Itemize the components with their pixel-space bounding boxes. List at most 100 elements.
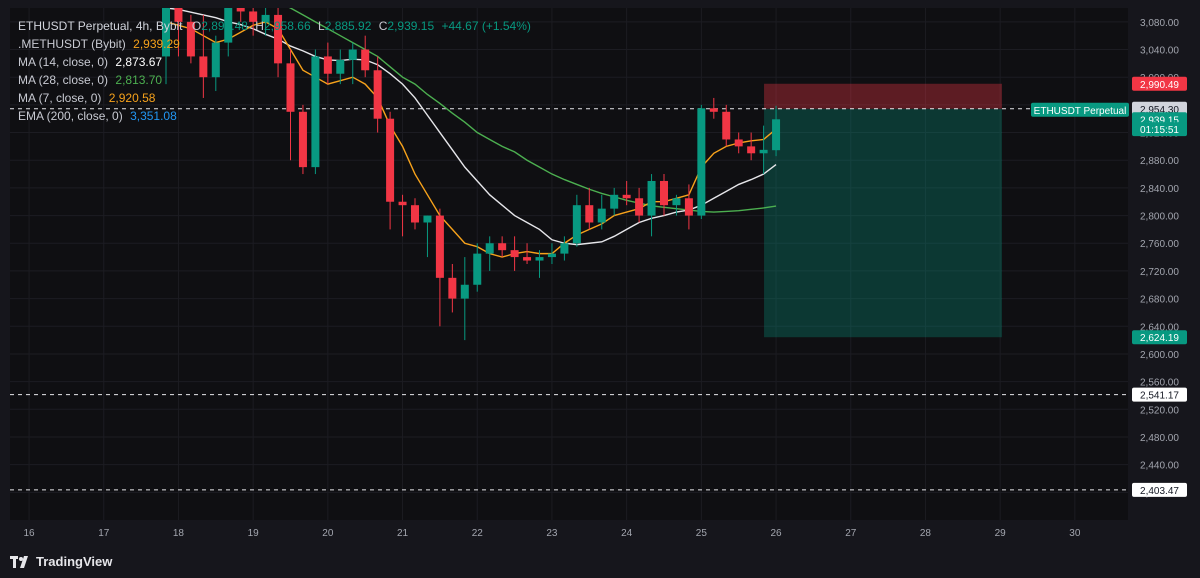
tradingview-logo[interactable]: TradingView <box>10 554 112 569</box>
price-tag-label: 2,990.49 <box>1140 80 1179 91</box>
price-tag[interactable] <box>1132 122 1187 137</box>
candle-body[interactable] <box>249 11 258 22</box>
y-tick-label: 2,600.00 <box>1140 350 1179 361</box>
tradingview-logo-icon <box>10 555 28 568</box>
candle-body[interactable] <box>286 63 295 112</box>
symbol-tag-label: ETHUSDT Perpetual <box>1034 106 1127 117</box>
candle-body[interactable] <box>274 14 283 64</box>
candle-body[interactable] <box>311 56 320 168</box>
stop-loss-zone[interactable] <box>764 83 1002 109</box>
candle-body[interactable] <box>697 108 706 216</box>
x-tick-label: 30 <box>1069 528 1081 539</box>
candle-body[interactable] <box>498 243 507 251</box>
candle-body[interactable] <box>236 1 245 12</box>
candle-body[interactable] <box>535 257 544 261</box>
plot-layer <box>10 0 1128 520</box>
x-tick-label: 24 <box>621 528 633 539</box>
candle-body[interactable] <box>759 149 768 154</box>
candle-body[interactable] <box>572 205 581 244</box>
candle-body[interactable] <box>747 146 756 154</box>
candle-body[interactable] <box>373 70 382 119</box>
price-tag[interactable] <box>1132 76 1187 91</box>
symbol-tag[interactable] <box>1031 102 1129 117</box>
ma7-line[interactable] <box>165 21 777 258</box>
y-tick-label: 2,640.00 <box>1140 322 1179 333</box>
x-tick-label: 26 <box>770 528 782 539</box>
candle-body[interactable] <box>460 284 469 299</box>
take-profit-zone[interactable] <box>764 108 1002 338</box>
price-tag[interactable] <box>1132 387 1187 402</box>
candle-body[interactable] <box>261 14 270 22</box>
candle-body[interactable] <box>523 257 532 261</box>
candle-body[interactable] <box>597 208 606 223</box>
candle-body[interactable] <box>211 42 220 78</box>
candle-body[interactable] <box>398 201 407 206</box>
candle-body[interactable] <box>473 253 482 285</box>
ma28-line[interactable] <box>166 0 777 213</box>
y-tick-label: 3,040.00 <box>1140 46 1179 57</box>
x-tick-label: 28 <box>920 528 932 539</box>
candle-body[interactable] <box>386 118 395 202</box>
y-tick-label: 2,440.00 <box>1140 461 1179 472</box>
candle-body[interactable] <box>336 59 345 74</box>
candle-body[interactable] <box>323 56 332 74</box>
x-tick-label: 20 <box>322 528 334 539</box>
candle-body[interactable] <box>622 194 631 199</box>
x-tick-label: 25 <box>696 528 708 539</box>
candle-body[interactable] <box>448 277 457 299</box>
x-tick-label: 22 <box>472 528 484 539</box>
y-tick-label: 2,680.00 <box>1140 295 1179 306</box>
candle-body[interactable] <box>734 139 743 147</box>
ma14-line[interactable] <box>165 8 777 246</box>
candle-body[interactable] <box>647 180 656 216</box>
candle-body[interactable] <box>361 49 370 71</box>
candle-body[interactable] <box>610 194 619 209</box>
plot-area[interactable] <box>10 8 1128 520</box>
candle-body[interactable] <box>709 108 718 112</box>
price-tag-label: 2,541.17 <box>1140 391 1179 402</box>
y-tick-label: 2,720.00 <box>1140 267 1179 278</box>
candle-body[interactable] <box>684 198 693 216</box>
price-tag-label: 2,954.30 <box>1140 105 1179 116</box>
candle-body[interactable] <box>423 215 432 223</box>
x-tick-label: 16 <box>23 528 35 539</box>
candle-body[interactable] <box>722 111 731 140</box>
x-tick-label: 18 <box>173 528 185 539</box>
price-tag-label: 2,624.19 <box>1140 333 1179 344</box>
candle-body[interactable] <box>224 1 233 43</box>
y-tick-label: 2,840.00 <box>1140 184 1179 195</box>
candle-body[interactable] <box>772 119 781 151</box>
price-tag-label: 01:15:51 <box>1140 125 1179 136</box>
candle-body[interactable] <box>672 198 681 206</box>
time-axis[interactable] <box>0 520 1200 544</box>
candle-body[interactable] <box>560 243 569 254</box>
price-tag[interactable] <box>1132 482 1187 497</box>
x-tick-label: 19 <box>248 528 260 539</box>
candle-body[interactable] <box>660 180 668 206</box>
candle-body[interactable] <box>547 253 556 258</box>
footer-bar: TradingView <box>0 544 1200 578</box>
y-tick-label: 2,560.00 <box>1140 378 1179 389</box>
candle-body[interactable] <box>411 205 419 223</box>
candle-body[interactable] <box>162 1 170 57</box>
candle-body[interactable] <box>435 215 444 278</box>
x-tick-label: 29 <box>995 528 1007 539</box>
candle-body[interactable] <box>510 250 519 258</box>
price-tag[interactable] <box>1132 330 1187 345</box>
candle-body[interactable] <box>635 198 644 216</box>
y-tick-label: 2,800.00 <box>1140 212 1179 223</box>
candle-body[interactable] <box>485 243 494 254</box>
candlestick-chart[interactable]: 2,400.002,440.002,480.002,520.002,560.00… <box>0 0 1200 544</box>
candle-body[interactable] <box>199 56 208 78</box>
price-tag-label: 2,403.47 <box>1140 486 1179 497</box>
candle-body[interactable] <box>348 49 357 60</box>
x-tick-label: 21 <box>397 528 409 539</box>
candle-body[interactable] <box>186 21 195 57</box>
price-tag-label: 2,939.15 <box>1140 115 1179 126</box>
candle-body[interactable] <box>174 1 183 22</box>
y-tick-label: 2,480.00 <box>1140 433 1179 444</box>
candle-body[interactable] <box>298 111 307 168</box>
candle-body[interactable] <box>585 205 594 223</box>
x-tick-label: 27 <box>845 528 857 539</box>
y-tick-label: 2,760.00 <box>1140 239 1179 250</box>
